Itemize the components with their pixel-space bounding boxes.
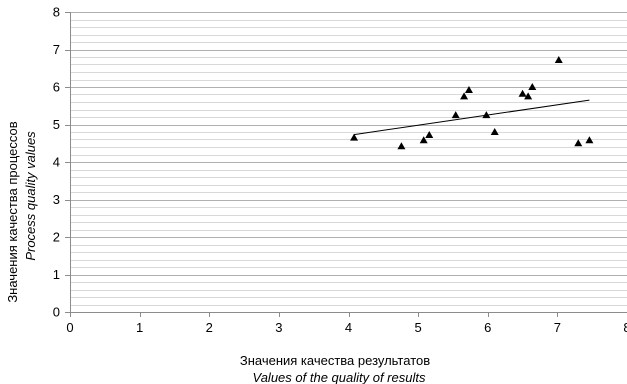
y-tick-label: 2 [53, 230, 60, 245]
trendline-layer [353, 99, 590, 136]
x-axis-title: Значения качества результатов [240, 353, 430, 368]
x-tick-label: 6 [484, 320, 491, 335]
data-point [350, 133, 359, 141]
x-tick-label: 7 [554, 320, 561, 335]
y-tick-label: 1 [53, 267, 60, 282]
data-point [490, 128, 499, 135]
tick-labels: 0 1 2 3 4 5 6 7 8 0 1 2 3 4 5 6 7 8 [53, 5, 627, 336]
data-point [524, 92, 533, 100]
grid [70, 12, 627, 306]
y-tick-label: 6 [53, 80, 60, 95]
x-tick-label: 5 [415, 320, 422, 335]
x-axis-title-en: Values of the quality of results [253, 370, 426, 384]
y-axis-title-en: Process quality values [23, 131, 38, 261]
data-point [460, 92, 469, 100]
data-points [350, 56, 594, 150]
data-point [585, 136, 594, 144]
data-point [419, 136, 428, 144]
y-axis-title: Значения качества процессов [5, 121, 20, 302]
data-point [451, 111, 460, 119]
y-tick-label: 7 [53, 42, 60, 57]
y-tick-label: 5 [53, 117, 60, 132]
data-point [518, 89, 527, 97]
trendline [353, 99, 590, 136]
x-tick-label: 8 [623, 320, 627, 335]
data-point [574, 139, 583, 147]
y-tick-label: 4 [53, 155, 60, 170]
x-tick-label: 3 [275, 320, 282, 335]
data-point [528, 83, 537, 90]
y-tick-label: 0 [53, 305, 60, 320]
data-point [464, 86, 473, 93]
data-point [397, 142, 406, 150]
x-tick-label: 4 [345, 320, 352, 335]
data-point [425, 131, 434, 138]
x-tick-label: 1 [136, 320, 143, 335]
x-tick-label: 0 [66, 320, 73, 335]
y-tick-label: 3 [53, 192, 60, 207]
axes [65, 12, 627, 317]
x-tick-label: 2 [206, 320, 213, 335]
data-point [482, 111, 491, 119]
data-point [554, 56, 563, 63]
y-tick-label: 8 [53, 5, 60, 20]
